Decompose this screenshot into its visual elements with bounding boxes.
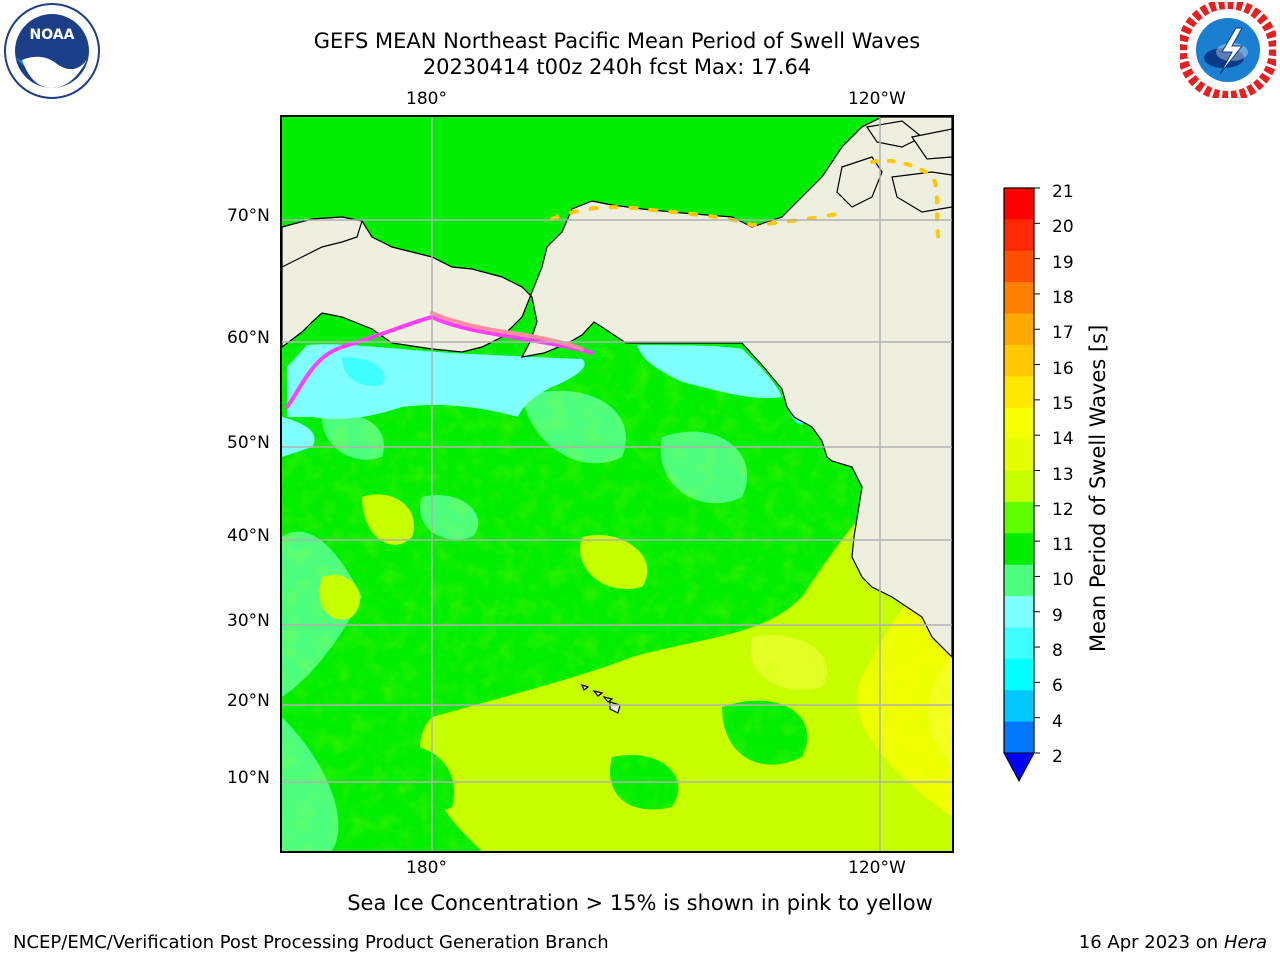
- colorbar-swatch: [1004, 407, 1034, 440]
- lat-label-50n: 50°N: [227, 433, 270, 453]
- colorbar-tick-label: 17: [1052, 323, 1074, 344]
- lat-label-70n: 70°N: [227, 206, 270, 226]
- colorbar-swatch: [1004, 376, 1034, 409]
- map-panel: [280, 115, 954, 853]
- colorbar-tick-label: 14: [1052, 429, 1074, 450]
- colorbar-swatch: [1004, 501, 1034, 534]
- lat-label-60n: 60°N: [227, 328, 270, 348]
- colorbar-swatch: [1004, 313, 1034, 346]
- colorbar-title: Mean Period of Swell Waves [s]: [1086, 324, 1110, 652]
- colorbar-swatch: [1004, 344, 1034, 377]
- lat-label-10n: 10°N: [227, 768, 270, 788]
- colorbar-extend-triangle: [1003, 752, 1035, 783]
- sea-ice-note: Sea Ice Concentration > 15% is shown in …: [347, 891, 933, 915]
- colorbar: [1000, 186, 1040, 786]
- colorbar-tick-label: 9: [1052, 605, 1063, 626]
- top-lon-label-120w: 120°W: [848, 89, 906, 109]
- colorbar-tick-label: 16: [1052, 358, 1074, 379]
- producer-credit: NCEP/EMC/Verification Post Processing Pr…: [13, 932, 609, 953]
- colorbar-tick-label: 20: [1052, 217, 1074, 238]
- landmass: [282, 117, 952, 714]
- colorbar-swatch: [1004, 219, 1034, 252]
- bottom-lon-label-120w: 120°W: [848, 858, 906, 878]
- colorbar-ticks: 21 20 19 18 17 16 15 14 13 12 11 10 9 8 6 4 2: [1052, 180, 1092, 780]
- colorbar-tick-label: 10: [1052, 570, 1074, 591]
- nws-logo: [1177, 0, 1279, 101]
- colorbar-swatch: [1004, 564, 1034, 597]
- lat-label-20n: 20°N: [227, 691, 270, 711]
- noaa-text: NOAA: [30, 27, 75, 43]
- graticule: [282, 117, 952, 851]
- colorbar-swatch: [1004, 188, 1034, 220]
- top-lon-label-180: 180°: [406, 89, 447, 109]
- colorbar-swatch: [1004, 533, 1034, 566]
- colorbar-swatch: [1004, 627, 1034, 660]
- colorbar-tick-label: 2: [1052, 747, 1063, 767]
- colorbar-tick-label: 11: [1052, 535, 1074, 556]
- chart-subtitle: 20230414 t00z 240h fcst Max: 17.64: [422, 55, 812, 79]
- colorbar-swatches: [1003, 187, 1040, 783]
- colorbar-tick-label: 21: [1052, 182, 1074, 202]
- noaa-logo: NOAA: [2, 2, 102, 100]
- colorbar-swatch: [1004, 596, 1034, 628]
- colorbar-tick-label: 15: [1052, 393, 1074, 414]
- swell-period-map: [282, 117, 952, 851]
- colorbar-tick-label: 19: [1052, 252, 1074, 273]
- colorbar-tick-label: 13: [1052, 464, 1074, 485]
- colorbar-tick-label: 6: [1052, 676, 1063, 697]
- issue-date-text: 16 Apr 2023 on: [1078, 932, 1224, 953]
- colorbar-tick-label: 8: [1052, 641, 1063, 662]
- issue-date: 16 Apr 2023 on Hera: [1079, 932, 1267, 954]
- colorbar-swatch: [1004, 721, 1034, 754]
- machine-name: Hera: [1223, 932, 1267, 953]
- colorbar-swatch: [1004, 690, 1034, 723]
- colorbar-swatch: [1004, 658, 1034, 691]
- colorbar-swatch: [1004, 282, 1034, 315]
- colorbar-swatch: [1004, 439, 1034, 471]
- lat-label-40n: 40°N: [227, 526, 270, 546]
- colorbar-tick-label: 12: [1052, 499, 1074, 520]
- colorbar-swatch: [1004, 250, 1034, 283]
- colorbar-swatch: [1004, 470, 1034, 503]
- colorbar-tick-label: 4: [1052, 711, 1063, 732]
- bottom-lon-label-180: 180°: [406, 858, 447, 878]
- chart-title: GEFS MEAN Northeast Pacific Mean Period …: [313, 29, 921, 53]
- lat-label-30n: 30°N: [227, 611, 270, 631]
- colorbar-tick-label: 18: [1052, 287, 1074, 308]
